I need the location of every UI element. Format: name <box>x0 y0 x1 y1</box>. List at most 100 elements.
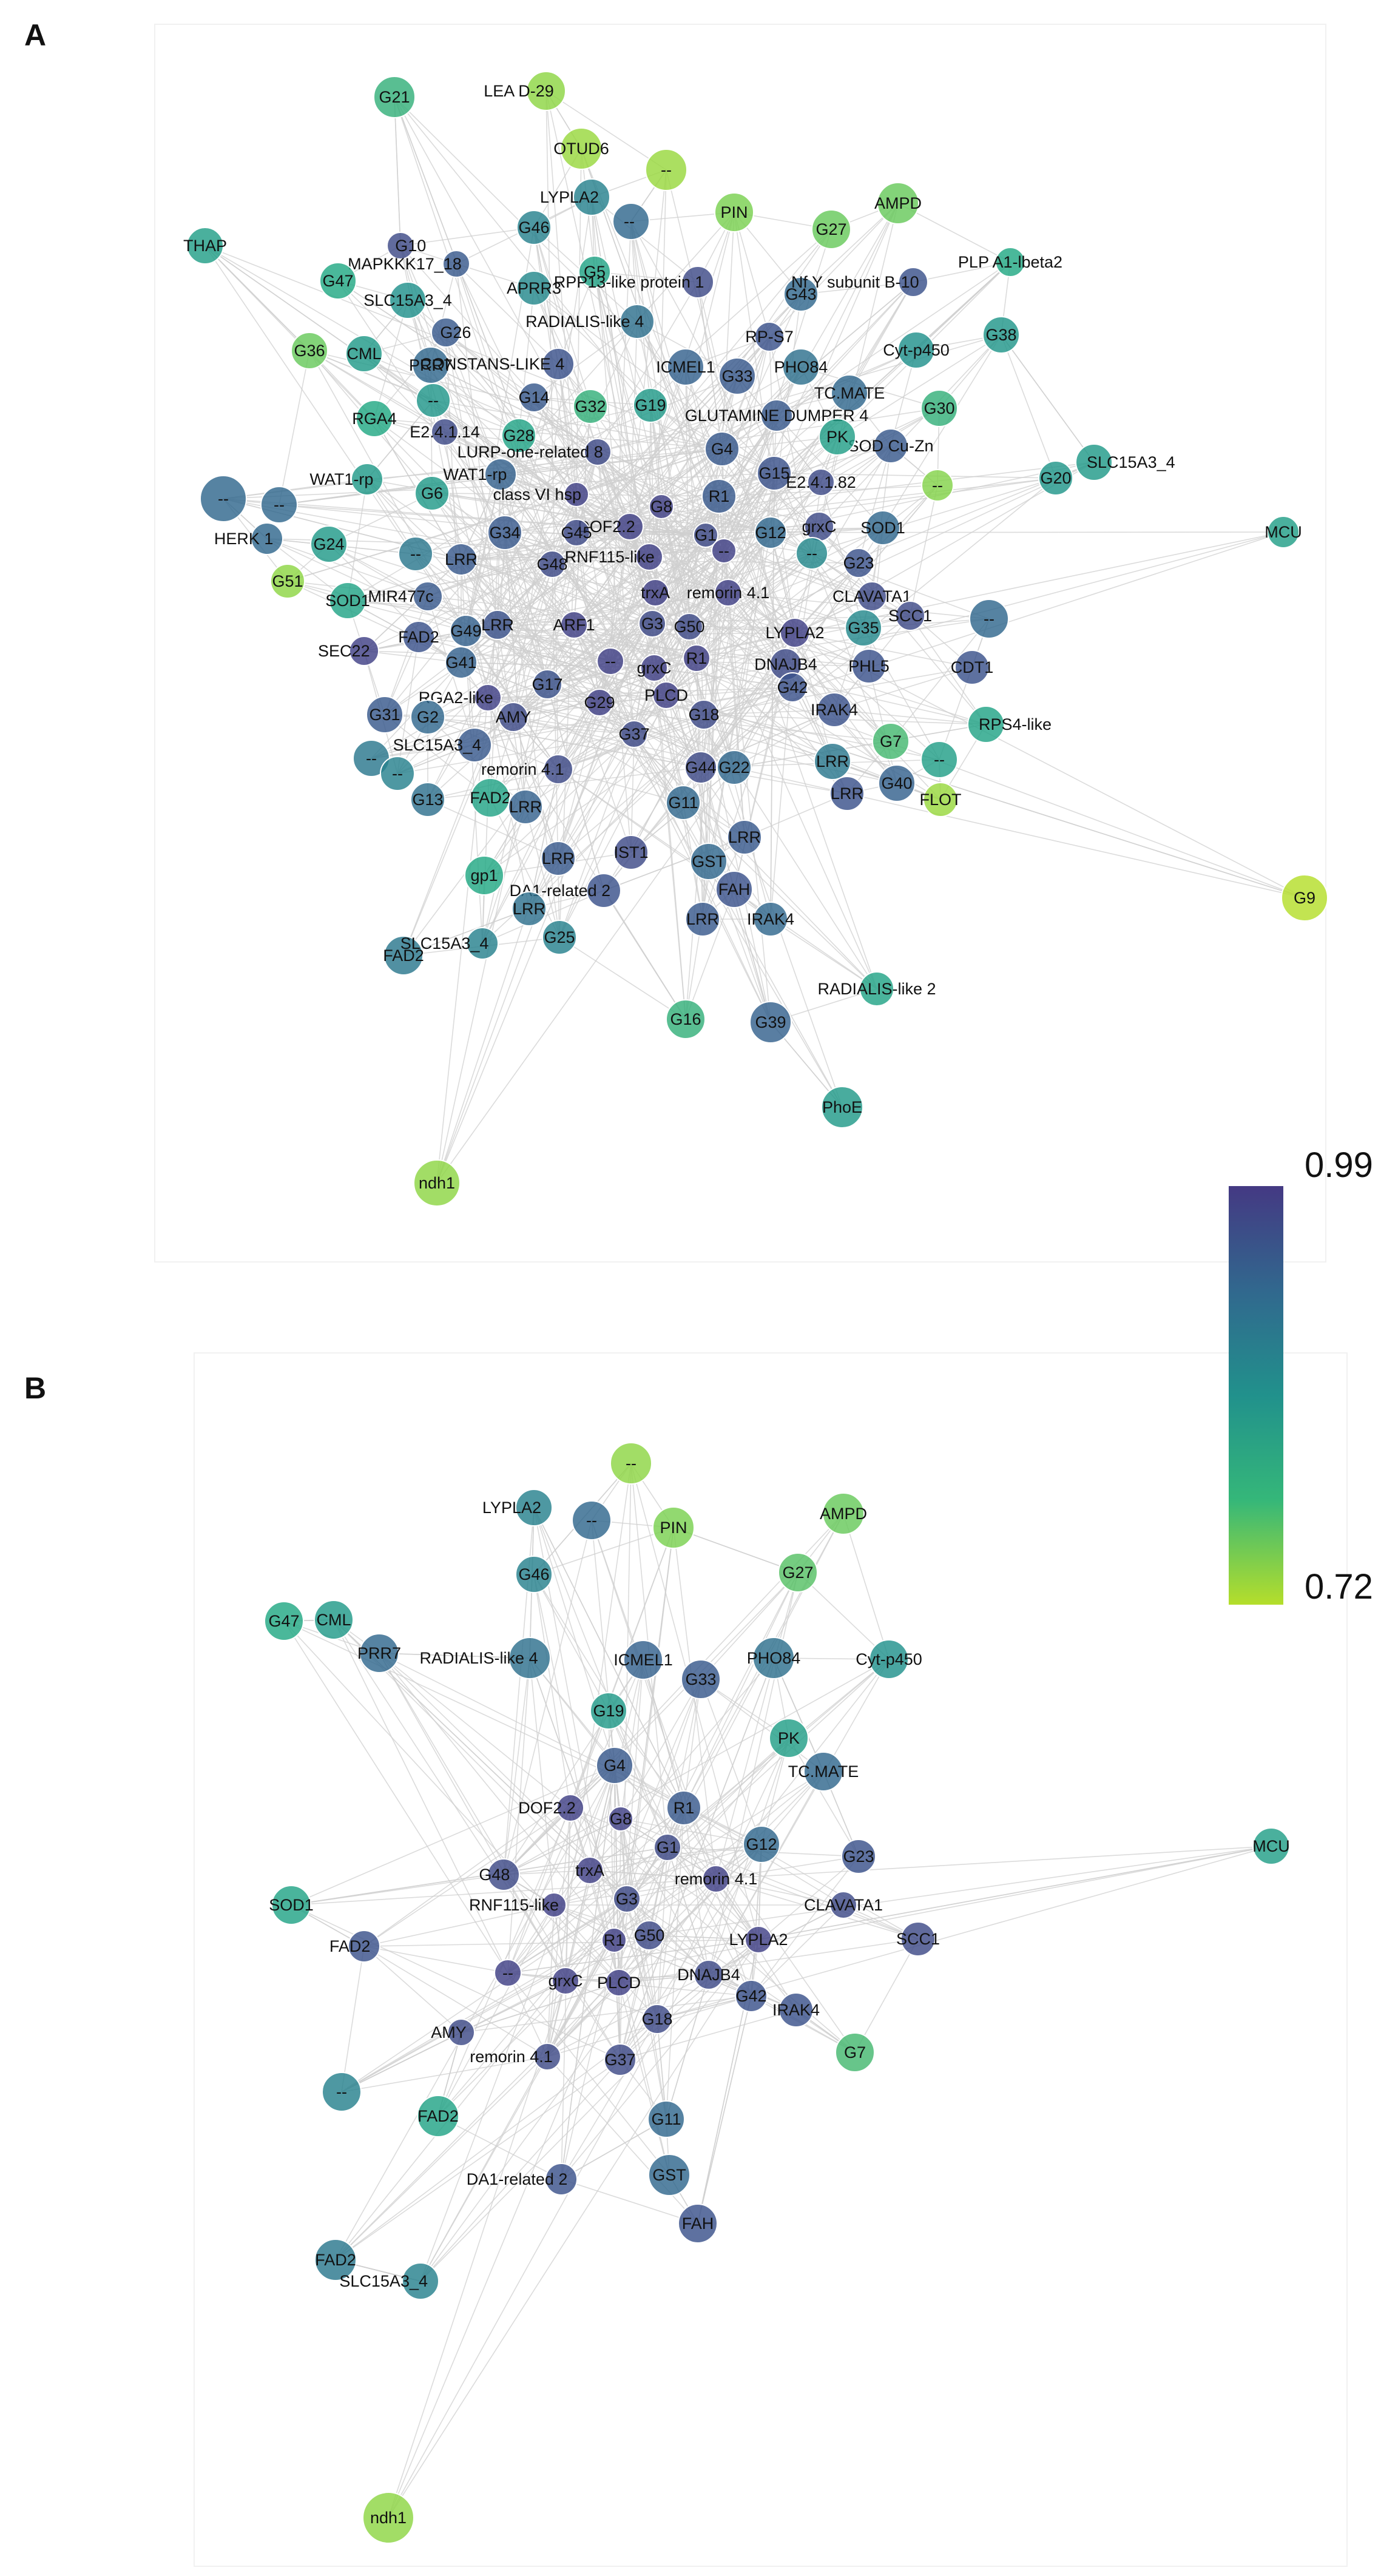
node-g50: G50 <box>674 613 705 641</box>
network-edge <box>379 1653 571 1809</box>
network-edge <box>445 332 535 398</box>
node-circle <box>857 581 887 612</box>
node-circle <box>431 317 461 348</box>
node-label: G8 <box>610 1810 632 1828</box>
network-edge <box>613 1940 621 2060</box>
node-label: PIN <box>720 203 748 221</box>
node-label: trxA <box>641 584 670 602</box>
node-trxa: trxA <box>575 1856 604 1884</box>
node-g18: G18 <box>641 2004 673 2034</box>
node-label: G16 <box>670 1010 701 1028</box>
network-edge <box>854 1938 919 2053</box>
node-g47: G47 <box>319 262 357 300</box>
node-circle <box>693 522 718 548</box>
node-blank: -- <box>398 536 433 572</box>
node-circle <box>967 706 1005 743</box>
network-edge <box>529 1657 615 1766</box>
network-edge <box>444 431 630 527</box>
node-circle <box>873 428 908 464</box>
network-edge <box>400 245 548 685</box>
node-mir477c: MIR477c <box>368 581 443 612</box>
node-label: LURP-one-related 8 <box>458 443 603 461</box>
network-edge <box>394 96 553 565</box>
network-edge <box>347 451 598 601</box>
node-circle <box>641 579 669 607</box>
node-label: G51 <box>272 572 303 590</box>
node-label: PK <box>778 1729 800 1747</box>
node-g2: G2 <box>410 700 445 735</box>
node-g28: G28 <box>501 418 536 453</box>
network-edge <box>734 724 987 768</box>
node-slc15a3-4: SLC15A3_4 <box>339 2262 439 2300</box>
node-sod1: SOD1 <box>269 1885 314 1925</box>
network-edge <box>653 532 771 669</box>
network-edge <box>576 494 771 1023</box>
node-g5: G5 <box>578 255 611 288</box>
node-circle <box>822 1492 865 1535</box>
node-label: MCU <box>1265 523 1302 541</box>
node-blank: -- <box>494 1959 522 1987</box>
node-icmel1: ICMEL1 <box>613 1640 673 1680</box>
node-label: -- <box>932 476 943 494</box>
node-circle <box>402 2262 439 2300</box>
network-edge <box>666 596 873 696</box>
node-g20: G20 <box>1038 460 1073 496</box>
color-scale-max-label: 0.99 <box>1305 1145 1373 1185</box>
node-circle <box>821 1086 863 1128</box>
node-blank: -- <box>612 203 650 240</box>
network-edge <box>420 2056 548 2282</box>
network-edge <box>504 532 526 808</box>
network-edge <box>507 1972 670 2176</box>
network-edge <box>436 767 735 1184</box>
node-scc1: SCC1 <box>888 601 932 631</box>
node-label: G29 <box>584 693 615 712</box>
node-circle <box>322 2072 362 2112</box>
node-circle <box>681 266 714 298</box>
node-circle <box>752 1637 795 1679</box>
node-label: PRR7 <box>409 356 453 374</box>
node-label: G17 <box>532 675 562 693</box>
node-label: G48 <box>479 1866 510 1884</box>
node-label: G25 <box>544 928 575 946</box>
node-circle <box>532 669 562 700</box>
node-flot: FLOT <box>919 782 962 817</box>
node-label: -- <box>218 490 229 508</box>
panel-a-network: G21 LEA D-29 OTUD6 -- PIN AMPD G27 LYPLA2 -- THAP… <box>183 71 1328 1207</box>
node-label: FAH <box>718 880 751 899</box>
network-edge <box>503 1765 615 1875</box>
node-blank: -- <box>416 383 451 418</box>
node-tc-mate: TC.MATE <box>788 1752 859 1792</box>
node-label: G13 <box>412 791 443 809</box>
node-irak4: IRAK4 <box>811 692 858 727</box>
network-edge <box>667 1847 709 1975</box>
node-label: G5 <box>584 263 606 281</box>
node-label: E2.4.1.82 <box>786 473 856 491</box>
node-label: -- <box>336 2083 347 2101</box>
network-edge <box>465 630 559 770</box>
node-label: LYPLA2 <box>765 624 824 642</box>
panel-a-label: A <box>24 18 46 52</box>
node-circle <box>200 475 247 522</box>
network-edge <box>407 300 501 475</box>
node-circle <box>666 785 701 820</box>
network-edge <box>626 1679 701 1900</box>
node-rnf115-like: RNF115-like <box>565 543 663 571</box>
network-edge <box>800 282 914 295</box>
node-label: -- <box>366 749 377 767</box>
node-grxc: grxC <box>548 1967 583 1995</box>
node-blank: -- <box>353 740 390 777</box>
node-g48: G48 <box>479 1858 520 1891</box>
node-circle <box>675 613 703 641</box>
node-label: G38 <box>985 326 1016 344</box>
node-label: LRR <box>542 849 575 868</box>
node-label: -- <box>428 391 439 410</box>
network-edge <box>366 479 630 527</box>
network-edge <box>363 1946 508 1974</box>
node-g9: G9 <box>1281 874 1328 922</box>
network-edge <box>614 1765 717 1880</box>
network-edge <box>561 1939 759 2180</box>
node-circle <box>835 2032 875 2072</box>
node-label: G4 <box>604 1756 626 1775</box>
network-edge <box>291 1765 615 1906</box>
network-edge <box>685 550 724 1020</box>
